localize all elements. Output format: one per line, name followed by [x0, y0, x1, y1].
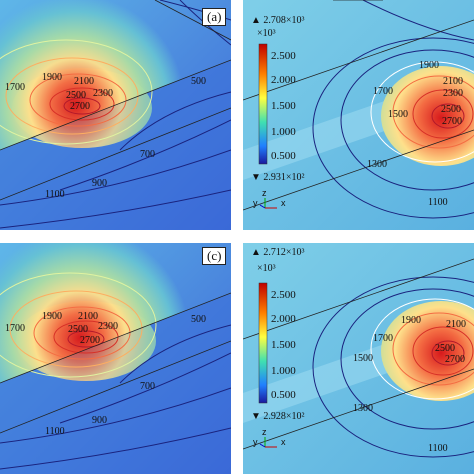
- colorbar-tick: 2.500: [271, 50, 296, 62]
- contour-labels: 1900 1700 2100 1500 2500 2700 1300 1100: [353, 315, 466, 454]
- contour-lines: [0, 272, 231, 470]
- contour-labels: 1900 1700 2100 2500 2300 2700 500 700 90…: [5, 311, 206, 437]
- mesh-lines: [243, 258, 474, 450]
- contour-label: 1900: [419, 60, 439, 71]
- contour-label: 1700: [373, 333, 393, 344]
- axis-y-label: y: [253, 198, 258, 208]
- colorbar-min: ▼ 2.928×10²: [251, 411, 305, 422]
- colorbar-unit: ×10³: [257, 28, 276, 39]
- contour-label: 2700: [80, 335, 100, 346]
- contour-label: 1100: [45, 189, 65, 200]
- contour-lines: [0, 0, 231, 229]
- colorbar-tick: 0.500: [271, 150, 296, 162]
- contour-label: 1900: [401, 315, 421, 326]
- axes-triad: z y x: [253, 427, 293, 451]
- contour-label: 1500: [388, 109, 408, 120]
- contour-label: 1700: [373, 86, 393, 97]
- contour-label: 500: [191, 314, 206, 325]
- contour-label: 1100: [428, 443, 448, 454]
- axis-x-label: x: [281, 437, 286, 447]
- heat-core: [16, 301, 156, 381]
- panel-b: 1900 1700 2100 2300 1500 2500 2700 1300 …: [243, 0, 474, 230]
- panel-a: 1900 1700 2100 2500 2300 2700 500 700 90…: [0, 0, 231, 230]
- side-face: [0, 293, 231, 474]
- contour-label: 2300: [98, 321, 118, 332]
- contour-label: 700: [140, 381, 155, 392]
- mesh-lines: [243, 0, 474, 211]
- contour-lines: [312, 0, 474, 219]
- contour-label: 1900: [42, 311, 62, 322]
- contour-label: 2100: [443, 76, 463, 87]
- contour-label: 2500: [68, 324, 88, 335]
- panel-c-plot: 1900 1700 2100 2500 2300 2700 500 700 90…: [0, 243, 231, 474]
- axis-y-label: y: [253, 437, 258, 447]
- contour-label: 1300: [353, 403, 373, 414]
- contour-label: 2700: [70, 101, 90, 112]
- contour-label: 1100: [428, 197, 448, 208]
- contour-label: 1300: [367, 159, 387, 170]
- contour-label: 2100: [78, 311, 98, 322]
- axis-z-label: z: [262, 427, 267, 437]
- panel-tag: (c): [202, 247, 227, 265]
- panel-d-plot: 1900 1700 2100 1500 2500 2700 1300 1100: [243, 243, 474, 474]
- colorbar-unit: ×10³: [257, 263, 276, 274]
- axes-arrows-icon: [259, 437, 277, 448]
- colorbar-tick: 2.000: [271, 313, 296, 325]
- colorbar-tick: 2.000: [271, 74, 296, 86]
- contour-label: 900: [92, 415, 107, 426]
- contour-label: 900: [92, 178, 107, 189]
- contour-label: 1100: [45, 426, 65, 437]
- panel-c: 1900 1700 2100 2500 2300 2700 500 700 90…: [0, 243, 231, 474]
- colorbar: [258, 43, 268, 165]
- panel-b-plot: 1900 1700 2100 2300 1500 2500 2700 1300 …: [243, 0, 474, 230]
- contour-label: 500: [191, 76, 206, 87]
- colorbar: [258, 282, 268, 404]
- contour-label: 2500: [66, 90, 86, 101]
- side-face: [0, 60, 231, 230]
- colorbar-tick: 1.500: [271, 339, 296, 351]
- mesh-lines: [0, 292, 231, 434]
- colorbar-min-value: 2.931×10²: [263, 172, 305, 183]
- colorbar-tick: 2.500: [271, 289, 296, 301]
- heat-core: [12, 68, 152, 148]
- colorbar-max-value: 2.712×10³: [263, 247, 305, 258]
- contour-label: 1500: [353, 353, 373, 364]
- colorbar-tick: 1.500: [271, 100, 296, 112]
- contour-label: 2700: [445, 354, 465, 365]
- panel-tag: (a): [202, 8, 227, 26]
- colorbar-max: ▲ 2.712×10³: [251, 247, 305, 258]
- contour-label: 2700: [442, 116, 462, 127]
- contour-label: 1700: [5, 323, 25, 334]
- colorbar-tick: 1.000: [271, 126, 296, 138]
- contour-label: 2300: [93, 88, 113, 99]
- contour-labels: 1900 1700 2100 2300 1500 2500 2700 1300 …: [367, 60, 463, 208]
- axes-arrows-icon: [259, 198, 277, 209]
- contour-labels: 1900 1700 2100 2500 2300 2700 500 700 90…: [5, 72, 206, 200]
- axis-x-label: x: [281, 198, 286, 208]
- contour-label: 700: [140, 149, 155, 160]
- contour-label: 2500: [435, 343, 455, 354]
- contour-lines: [312, 276, 474, 458]
- colorbar-max-value: 2.708×10³: [263, 15, 305, 26]
- panel-d: 1900 1700 2100 1500 2500 2700 1300 1100 …: [243, 243, 474, 474]
- colorbar-min-value: 2.928×10²: [263, 411, 305, 422]
- contour-label: 2500: [441, 104, 461, 115]
- axis-z-label: z: [262, 188, 267, 198]
- mesh-lines: [0, 0, 231, 201]
- colorbar-max: ▲ 2.708×10³: [251, 15, 305, 26]
- axes-triad: z y x: [253, 188, 293, 212]
- contour-label: 2300: [443, 88, 463, 99]
- colorbar-min: ▼ 2.931×10²: [251, 172, 305, 183]
- contour-label: 1900: [42, 72, 62, 83]
- colorbar-tick: 0.500: [271, 389, 296, 401]
- contour-label: 2100: [74, 76, 94, 87]
- contour-label: 2100: [446, 319, 466, 330]
- colorbar-tick: 1.000: [271, 365, 296, 377]
- panel-a-plot: 1900 1700 2100 2500 2300 2700 500 700 90…: [0, 0, 231, 230]
- contour-label: 1700: [5, 82, 25, 93]
